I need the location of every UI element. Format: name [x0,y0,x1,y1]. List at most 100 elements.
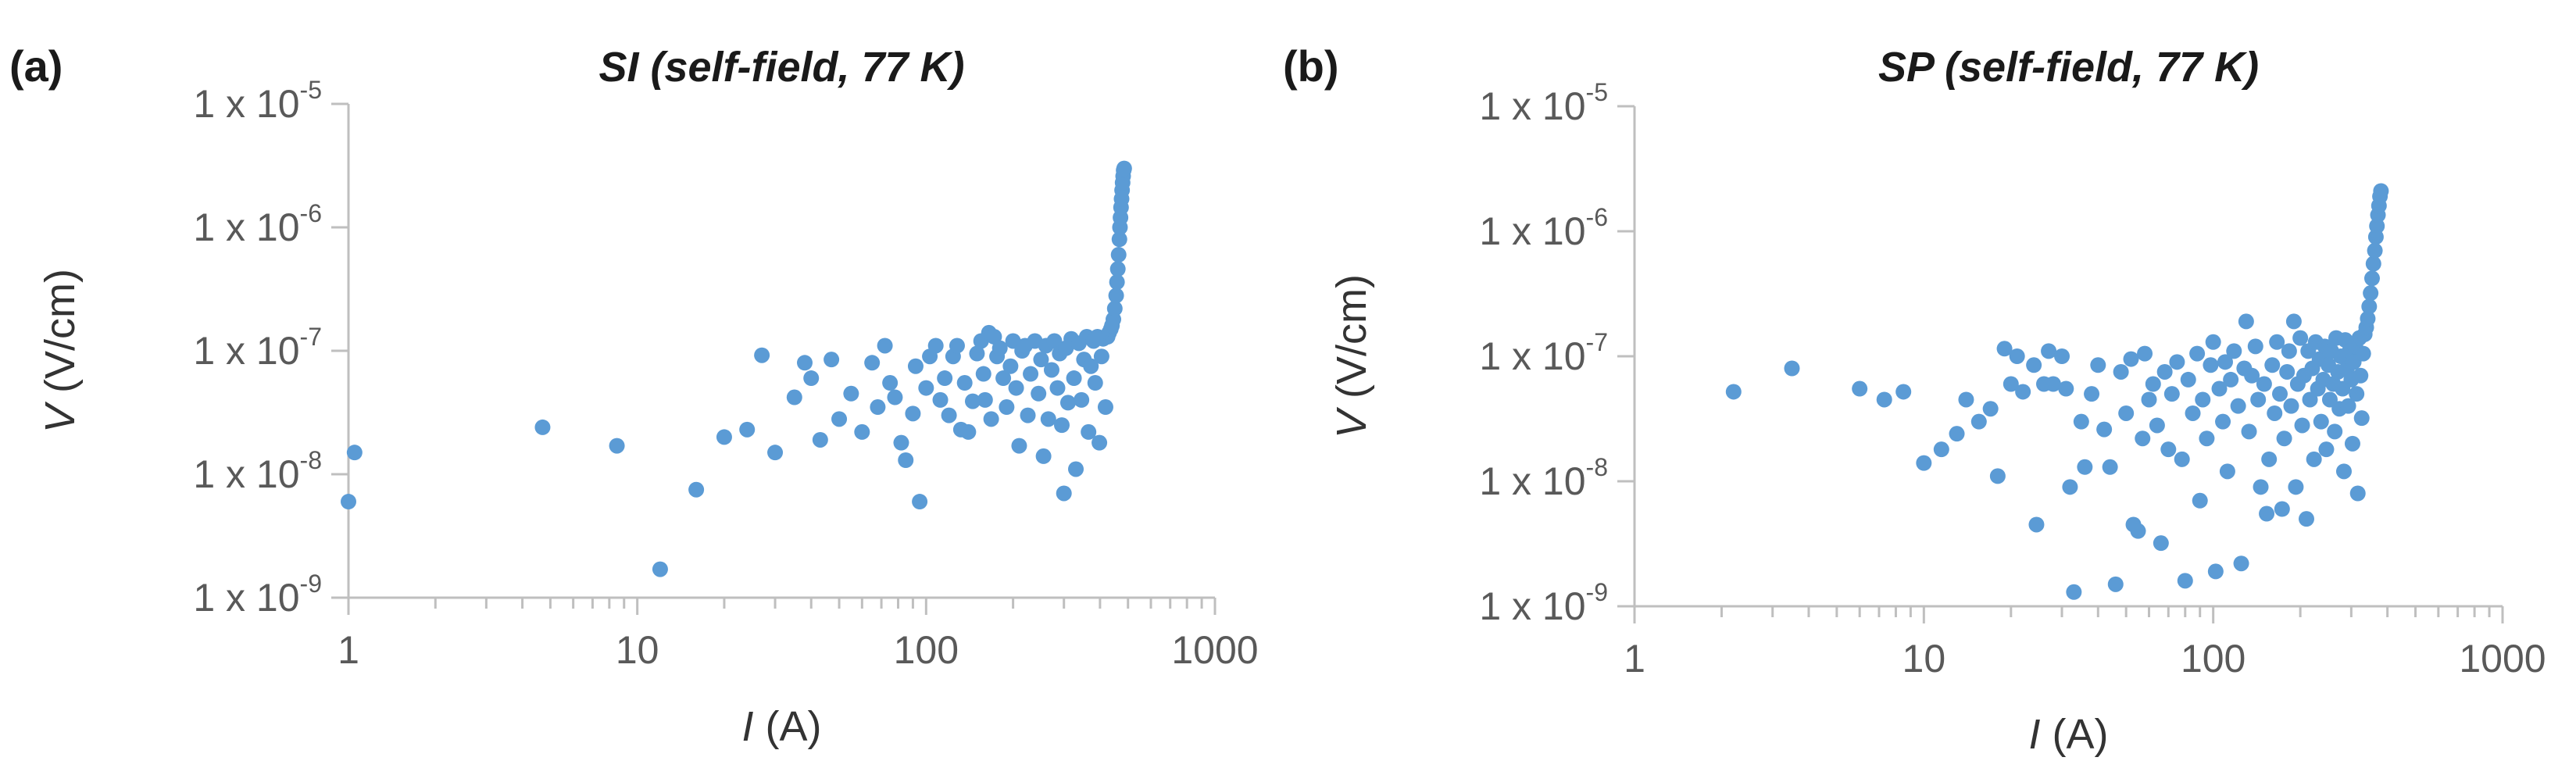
data-point [2015,384,2031,400]
data-point [941,407,957,423]
data-point [843,385,859,402]
x-axis-label: I (A) [741,703,821,750]
data-point [652,561,668,577]
data-point [1093,348,1109,365]
data-point [1054,417,1070,434]
data-point [2274,501,2290,517]
x-axis-unit: (A) [754,703,822,750]
data-point [2207,563,2224,580]
y-tick-base: 1 x 10 [1479,334,1585,378]
data-point [975,366,991,382]
data-point [991,340,1008,356]
data-point [1784,360,1800,377]
data-point [2241,423,2257,440]
x-axis-variable: I [741,703,753,750]
data-point [1876,391,1892,408]
data-point [1097,399,1113,416]
y-tick-label: 1 x 10-5 [193,76,322,126]
data-point [882,375,899,391]
data-point [2073,413,2089,430]
data-point [2283,398,2299,414]
chart-title: SI (self-field, 77 K) [598,44,964,91]
y-tick-exponent: -7 [300,323,322,351]
data-point [1111,231,1127,248]
data-point [969,345,985,362]
data-point [1056,485,1072,502]
y-tick-label: 1 x 10-8 [193,446,322,496]
data-point [995,370,1012,387]
panel-label: (a) [9,41,63,91]
data-point [2253,479,2269,495]
data-point [2211,380,2228,397]
data-point [2174,451,2190,467]
data-point [2028,516,2045,533]
y-tick-exponent: -5 [1586,78,1608,106]
data-point [1023,366,1039,382]
data-point [1895,384,1912,400]
panel-label: (b) [1283,41,1339,91]
data-point [2361,298,2378,315]
data-point [2102,459,2118,475]
y-tick-label: 1 x 10-9 [1479,578,1608,628]
data-point [2353,367,2369,384]
data-point [864,355,881,371]
data-point [2238,313,2254,330]
data-point [999,399,1015,416]
data-point [964,393,981,409]
data-point [1035,448,1052,464]
data-point [2217,354,2233,370]
chart-panel-a: (a) SI (self-field, 77 K) 1 x 10-9 1 x 10-8… [9,41,1259,750]
data-point [2163,386,2180,402]
data-point [1110,247,1127,263]
y-tick-exponent: -9 [300,570,322,598]
data-point [803,370,820,387]
data-point [1011,438,1027,454]
data-point [1958,391,1974,408]
data-point [1074,391,1090,408]
data-point [2281,343,2297,359]
x-tick-label: 100 [2181,637,2246,680]
data-point [2062,479,2078,495]
y-tick-label: 1 x 10-6 [193,199,322,249]
data-point [905,405,921,422]
y-axis-variable: V [37,401,84,433]
data-point [870,399,886,416]
data-point [983,411,999,427]
data-point [2367,242,2383,259]
data-point [2137,345,2153,362]
data-point [2160,441,2177,458]
data-point [1916,455,1932,471]
data-point [2256,376,2272,392]
y-tick-base: 1 x 10 [193,576,299,620]
data-point [1108,288,1124,304]
data-point [824,352,840,368]
data-point [1005,333,1021,349]
data-point [2096,421,2113,438]
data-point [2123,351,2139,367]
data-point [2288,479,2304,495]
data-point [1040,411,1056,427]
data-point [2189,345,2206,362]
y-tick-exponent: -5 [300,76,322,104]
y-tick-exponent: -8 [300,446,322,474]
y-tick-label: 1 x 10-5 [1479,78,1608,128]
y-tick-label: 1 x 10-8 [1479,453,1608,503]
data-point [2195,391,2211,408]
data-point [907,358,924,374]
data-point [1996,341,2013,357]
data-point [2130,523,2146,539]
y-axis-variable: V [1328,406,1375,438]
data-point [2363,270,2380,287]
data-point [1091,434,1108,451]
data-point [688,481,705,498]
data-point [2153,535,2169,552]
data-point [1049,380,1066,396]
data-point [2107,576,2124,592]
x-axis-unit: (A) [2041,711,2109,758]
data-point [2118,405,2135,421]
data-point [2365,255,2381,272]
y-axis-label: V (V/cm) [1328,274,1375,438]
y-axis-unit: (V/cm) [37,269,84,405]
y-tick-exponent: -9 [1586,578,1608,606]
